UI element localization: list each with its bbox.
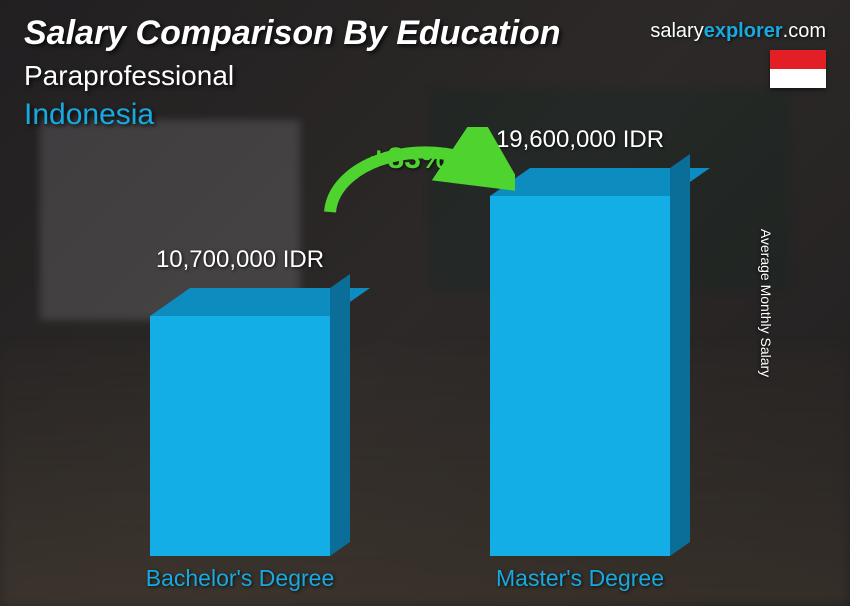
bar-category-label: Bachelor's Degree <box>146 565 335 592</box>
bar-front-face <box>150 316 330 556</box>
bar-1: Master's Degree19,600,000 IDR <box>490 196 670 556</box>
infographic-container: Salary Comparison By Education Paraprofe… <box>0 0 850 606</box>
bar-chart: Bachelor's Degree10,700,000 IDRMaster's … <box>0 0 850 606</box>
bar-side-face <box>670 154 690 556</box>
bar-category-label: Master's Degree <box>496 565 664 592</box>
bar-0: Bachelor's Degree10,700,000 IDR <box>150 316 330 556</box>
bar-value-label: 10,700,000 IDR <box>156 246 324 274</box>
bar-side-face <box>330 274 350 556</box>
bar-front-face <box>490 196 670 556</box>
increase-badge: +83% <box>370 142 448 176</box>
bar-value-label: 19,600,000 IDR <box>496 126 664 154</box>
